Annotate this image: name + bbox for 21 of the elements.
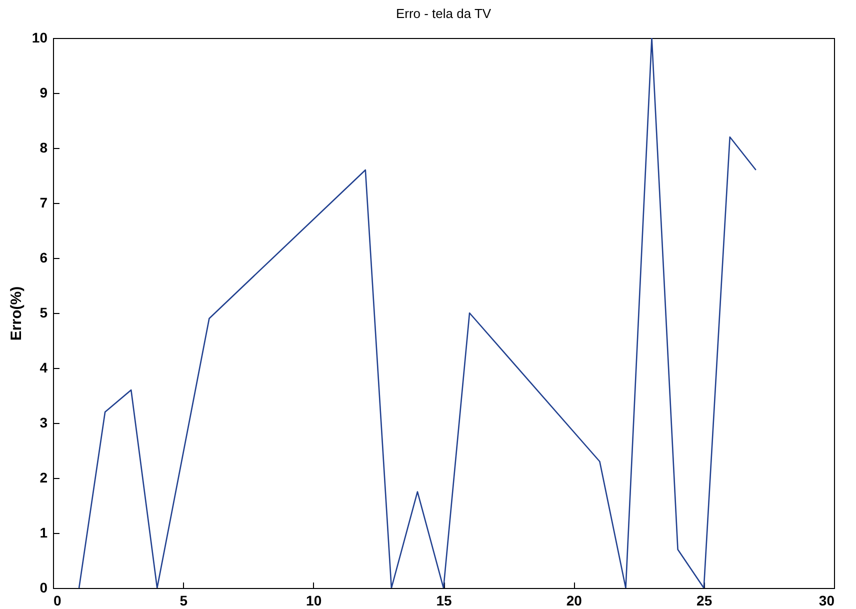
y-tick-label: 5 — [40, 304, 48, 320]
line-series — [78, 38, 757, 588]
x-tick-label: 15 — [436, 592, 452, 608]
y-axis-title: Erro(%) — [8, 286, 25, 341]
x-tick-label: 20 — [566, 592, 582, 608]
x-tick-label: 30 — [818, 592, 835, 608]
y-tick-label: 3 — [40, 414, 48, 430]
y-tick-label: 9 — [40, 84, 48, 100]
chart-title: Erro - tela da TV — [396, 6, 492, 21]
y-tick-label: 1 — [40, 524, 48, 540]
x-tick-label: 10 — [306, 592, 322, 608]
y-tick-label: 8 — [40, 140, 48, 156]
y-tick-label: 7 — [40, 194, 48, 210]
y-tick-label: 6 — [40, 250, 48, 266]
y-tick-label: 10 — [32, 30, 48, 46]
y-tick-label: 2 — [40, 470, 48, 486]
y-tick-label: 4 — [40, 360, 48, 376]
x-tick-label: 0 — [54, 592, 62, 608]
y-tick-label: 0 — [40, 580, 48, 596]
x-tick-label: 25 — [696, 592, 712, 608]
x-tick-label: 5 — [180, 592, 188, 608]
